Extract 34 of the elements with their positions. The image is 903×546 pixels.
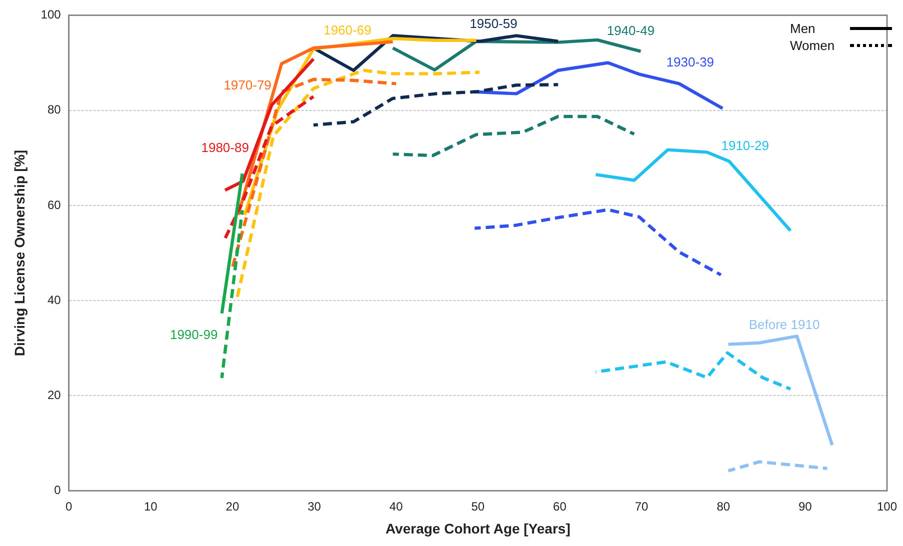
y-tick-label: 20 bbox=[47, 388, 62, 402]
annotation: Men bbox=[790, 21, 816, 36]
x-tick-label: 90 bbox=[798, 499, 812, 514]
line-series bbox=[312, 83, 560, 127]
line-series bbox=[391, 114, 636, 158]
series-label: 1940-49 bbox=[606, 22, 655, 38]
x-tick-label: 40 bbox=[389, 499, 404, 514]
series-label: 1910-29 bbox=[721, 138, 769, 153]
series-label: 1930-39 bbox=[666, 54, 714, 70]
annotation: Women bbox=[790, 38, 836, 53]
series-label: 1950-59 bbox=[470, 16, 518, 31]
series-label: 1980-89 bbox=[201, 140, 249, 155]
x-tick-label: 10 bbox=[144, 499, 158, 514]
x-tick-label: 20 bbox=[226, 499, 240, 514]
x-tick-label: 100 bbox=[876, 499, 898, 514]
y-tick-label: 40 bbox=[47, 292, 62, 307]
series-label: Before 1910 bbox=[748, 316, 820, 332]
x-tick-label: 50 bbox=[471, 499, 485, 514]
x-tick-label: 70 bbox=[634, 499, 649, 514]
y-tick-label: 60 bbox=[47, 198, 62, 212]
series-label: 1990-99 bbox=[170, 326, 218, 342]
y-tick-label: 80 bbox=[47, 102, 62, 117]
x-tick-label: 30 bbox=[308, 499, 322, 514]
y-tick-label: 0 bbox=[54, 483, 62, 498]
x-tick-label: 0 bbox=[65, 499, 72, 514]
y-axis-title: Dirving License Ownership [%] bbox=[11, 150, 28, 356]
line-series bbox=[594, 351, 792, 391]
x-tick-label: 80 bbox=[716, 499, 730, 514]
series-label: 1960-69 bbox=[324, 22, 372, 38]
line-series bbox=[473, 208, 723, 276]
x-axis-title: Average Cohort Age [Years] bbox=[385, 520, 570, 536]
series-label: 1970-79 bbox=[224, 77, 272, 92]
x-tick-label: 60 bbox=[553, 499, 567, 514]
y-tick-label: 100 bbox=[40, 8, 62, 22]
